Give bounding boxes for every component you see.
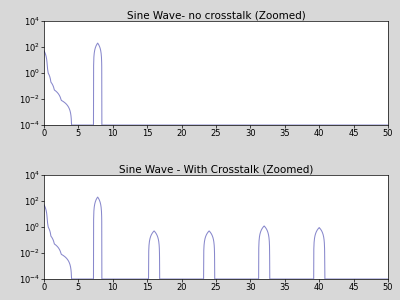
Title: Sine Wave- no crosstalk (Zoomed): Sine Wave- no crosstalk (Zoomed) xyxy=(127,10,305,20)
Title: Sine Wave - With Crosstalk (Zoomed): Sine Wave - With Crosstalk (Zoomed) xyxy=(119,164,313,174)
